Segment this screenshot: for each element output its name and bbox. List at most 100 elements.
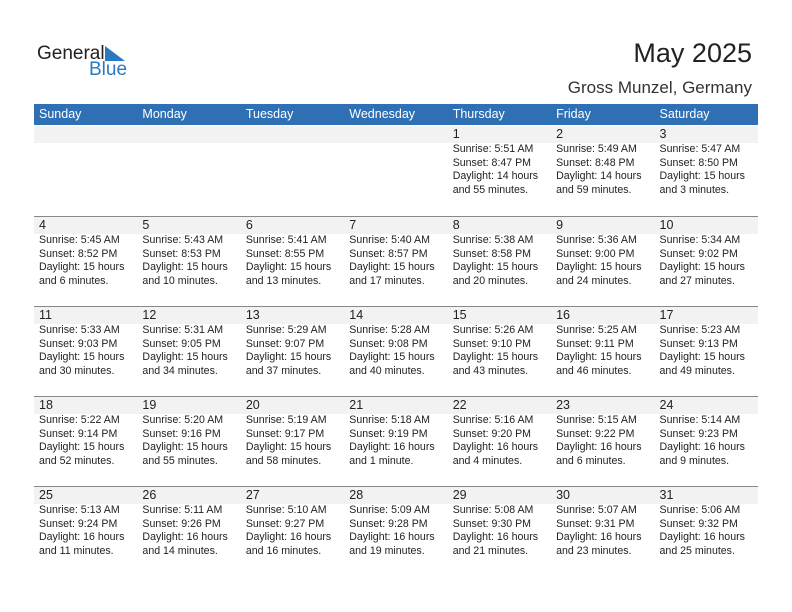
day-number: 1 [452, 127, 460, 141]
daylight-text: Daylight: 15 hours [659, 170, 745, 183]
sunrise-text: Sunrise: 5:40 AM [349, 234, 430, 246]
weekday-thursday: Thursday [452, 107, 505, 121]
daylight-text: Daylight: 15 hours [142, 351, 228, 364]
location: Gross Munzel, Germany [567, 78, 752, 97]
sunrise-text: Sunrise: 5:33 AM [39, 324, 120, 336]
weekday-wednesday: Wednesday [349, 107, 416, 121]
day-number: 3 [659, 127, 667, 141]
sunrise-text: Sunrise: 5:29 AM [245, 324, 327, 336]
daylight-text: and 17 minutes. [349, 274, 425, 287]
day-number: 13 [245, 308, 260, 322]
day-number: 19 [142, 398, 157, 412]
daylight-text: Daylight: 15 hours [659, 351, 745, 364]
sunset-text: Sunset: 9:22 PM [556, 427, 635, 440]
sunset-text: Sunset: 9:20 PM [452, 427, 532, 440]
sunrise-text: Sunrise: 5:11 AM [142, 504, 223, 516]
daylight-text: and 27 minutes. [659, 274, 735, 287]
calendar-grid: 1 Sunrise: 5:51 AM Sunset: 8:47 PM Daylight… [34, 126, 758, 576]
day-cell: 26 Sunrise: 5:11 AM Sunset: 9:26 PM Dayligh… [137, 487, 240, 576]
weekday-header: Sunday Monday Tuesday Wednesday Thursday Frid… [34, 104, 758, 125]
day-number: 9 [556, 218, 564, 232]
daylight-text: Daylight: 16 hours [245, 531, 332, 544]
day-number: 26 [142, 488, 157, 502]
sunset-text: Sunset: 9:13 PM [659, 337, 738, 350]
daylight-text: Daylight: 15 hours [245, 351, 332, 364]
daylight-text: and 34 minutes. [142, 364, 218, 377]
day-number: 31 [659, 488, 674, 502]
day-cell: 9 Sunrise: 5:36 AM Sunset: 9:00 PM Daylight… [551, 217, 654, 306]
sunset-text: Sunset: 9:28 PM [349, 517, 428, 530]
day-cell: 30 Sunrise: 5:07 AM Sunset: 9:31 PM Dayligh… [551, 487, 654, 576]
daylight-text: and 43 minutes. [452, 364, 529, 377]
day-number: 5 [142, 218, 150, 232]
sunset-text: Sunset: 8:50 PM [659, 156, 738, 169]
day-number: 4 [39, 218, 46, 232]
date-band [34, 126, 758, 143]
day-cell: 15 Sunrise: 5:26 AM Sunset: 9:10 PM Dayligh… [448, 307, 551, 396]
day-number: 25 [39, 488, 53, 502]
sunrise-text: Sunrise: 5:43 AM [142, 234, 224, 246]
daylight-text: and 1 minute. [349, 454, 414, 467]
date-band [34, 217, 758, 234]
day-number: 12 [142, 308, 157, 322]
sunrise-text: Sunrise: 5:16 AM [452, 414, 534, 426]
day-number: 21 [349, 398, 364, 412]
sunrise-text: Sunrise: 5:25 AM [556, 324, 637, 336]
day-cell: 20 Sunrise: 5:19 AM Sunset: 9:17 PM Dayligh… [241, 397, 344, 486]
day-cell: 19 Sunrise: 5:20 AM Sunset: 9:16 PM Dayligh… [137, 397, 240, 486]
daylight-text: Daylight: 16 hours [556, 531, 642, 544]
daylight-text: and 9 minutes. [659, 454, 730, 467]
day-number: 30 [556, 488, 571, 502]
weekday-monday: Monday [142, 107, 187, 121]
daylight-text: and 24 minutes. [556, 274, 632, 287]
daylight-text: and 52 minutes. [39, 454, 115, 467]
daylight-text: Daylight: 16 hours [349, 531, 435, 544]
day-number: 14 [349, 308, 364, 322]
sunset-text: Sunset: 9:07 PM [245, 337, 325, 350]
day-cell: 3 Sunrise: 5:47 AM Sunset: 8:50 PM Daylight… [655, 126, 758, 216]
date-band [34, 397, 758, 414]
empty-cell [34, 126, 137, 216]
day-number: 11 [39, 308, 52, 322]
sunset-text: Sunset: 9:00 PM [556, 247, 635, 260]
day-cell: 6 Sunrise: 5:41 AM Sunset: 8:55 PM Daylight… [241, 217, 344, 306]
daylight-text: and 6 minutes. [39, 274, 109, 287]
daylight-text: Daylight: 15 hours [452, 261, 539, 274]
daylight-text: Daylight: 15 hours [39, 351, 125, 364]
daylight-text: and 40 minutes. [349, 364, 425, 377]
daylight-text: and 55 minutes. [142, 454, 218, 467]
sunset-text: Sunset: 9:32 PM [659, 517, 738, 530]
day-number: 18 [39, 398, 53, 412]
sunrise-text: Sunrise: 5:36 AM [556, 234, 637, 246]
sunset-text: Sunset: 9:05 PM [142, 337, 221, 350]
day-number: 23 [556, 398, 571, 412]
sunset-text: Sunset: 9:02 PM [659, 247, 738, 260]
sunrise-text: Sunrise: 5:38 AM [452, 234, 534, 246]
day-cell: 11 Sunrise: 5:33 AM Sunset: 9:03 PM Dayligh… [34, 307, 137, 396]
sunrise-text: Sunrise: 5:19 AM [245, 414, 327, 426]
week-row: 11 Sunrise: 5:33 AM Sunset: 9:03 PM Dayligh… [34, 306, 758, 396]
day-number: 15 [452, 308, 467, 322]
daylight-text: Daylight: 15 hours [349, 351, 435, 364]
daylight-text: and 25 minutes. [659, 544, 735, 557]
daylight-text: Daylight: 16 hours [556, 441, 642, 454]
sunrise-text: Sunrise: 5:28 AM [349, 324, 430, 336]
daylight-text: and 11 minutes. [39, 544, 114, 557]
sunset-text: Sunset: 8:52 PM [39, 247, 118, 260]
day-cell: 29 Sunrise: 5:08 AM Sunset: 9:30 PM Dayligh… [448, 487, 551, 576]
week-row: 25 Sunrise: 5:13 AM Sunset: 9:24 PM Dayligh… [34, 486, 758, 576]
sunset-text: Sunset: 8:48 PM [556, 156, 635, 169]
sunrise-text: Sunrise: 5:07 AM [556, 504, 637, 516]
day-number: 28 [349, 488, 364, 502]
day-cell: 18 Sunrise: 5:22 AM Sunset: 9:14 PM Dayligh… [34, 397, 137, 486]
sunset-text: Sunset: 9:23 PM [659, 427, 738, 440]
day-cell: 23 Sunrise: 5:15 AM Sunset: 9:22 PM Dayligh… [551, 397, 654, 486]
day-cell: 2 Sunrise: 5:49 AM Sunset: 8:48 PM Daylight… [551, 126, 654, 216]
daylight-text: Daylight: 15 hours [452, 351, 539, 364]
sunrise-text: Sunrise: 5:26 AM [452, 324, 534, 336]
sunset-text: Sunset: 9:16 PM [142, 427, 221, 440]
day-number: 24 [659, 398, 674, 412]
day-cell: 12 Sunrise: 5:31 AM Sunset: 9:05 PM Dayligh… [137, 307, 240, 396]
sunrise-text: Sunrise: 5:20 AM [142, 414, 224, 426]
week-row: 1 Sunrise: 5:51 AM Sunset: 8:47 PM Daylight… [34, 126, 758, 216]
